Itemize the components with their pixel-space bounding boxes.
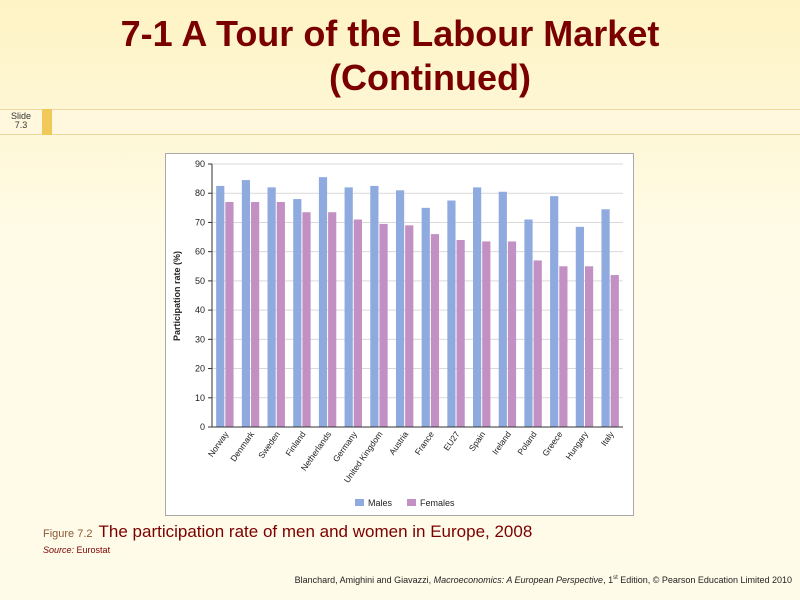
bar-females-hungary <box>584 266 594 427</box>
bar-females-eu27 <box>456 239 465 427</box>
bar-males-france <box>421 207 430 427</box>
slide-title: 7-1 A Tour of the Labour Market (Continu… <box>0 12 800 100</box>
slide-number-box <box>0 109 42 135</box>
x-tick-label: Spain <box>467 429 488 453</box>
y-axis-label: Participation rate (%) <box>172 251 182 341</box>
legend-swatch-females <box>407 499 416 506</box>
slide-title-line2: (Continued) <box>329 57 531 98</box>
bar-males-netherlands <box>318 177 328 427</box>
bar-males-spain <box>473 187 482 427</box>
y-axis-ticks: 0 10 20 30 40 50 60 70 80 90 <box>195 159 212 432</box>
y-tick-label: 30 <box>195 334 205 344</box>
figure-caption-text: The participation rate of men and women … <box>98 522 533 541</box>
x-tick-label: Denmark <box>228 429 256 464</box>
bar-males-denmark <box>241 180 251 427</box>
slide-number-label: Slide 7.3 <box>10 112 32 130</box>
bar-males-ireland <box>498 191 507 427</box>
bar-females-united-kingdom <box>379 223 388 427</box>
bar-males-italy <box>601 209 610 427</box>
bar-females-norway <box>225 201 234 427</box>
y-tick-label: 80 <box>195 188 205 198</box>
x-tick-label: Norway <box>206 429 231 459</box>
source-value: Eurostat <box>76 545 111 555</box>
slide-title-line1: 7-1 A Tour of the Labour Market <box>120 13 660 54</box>
y-tick-label: 60 <box>195 247 205 257</box>
bar-females-denmark <box>251 201 260 427</box>
y-tick-label: 40 <box>195 305 205 315</box>
bar-females-greece <box>559 266 568 427</box>
x-tick-label: Ireland <box>490 429 513 456</box>
footer-book-title: Macroeconomics: A European Perspective <box>433 575 604 585</box>
x-tick-label: Sweden <box>256 429 282 460</box>
x-tick-label: EU27 <box>441 429 462 452</box>
x-tick-label: Austria <box>387 429 411 457</box>
x-tick-label: Greece <box>540 429 564 458</box>
legend-swatch-males <box>355 499 364 506</box>
bar-females-ireland <box>507 241 517 427</box>
bar-females-sweden <box>276 201 285 427</box>
y-tick-label: 10 <box>195 393 205 403</box>
x-tick-label: Poland <box>515 429 539 457</box>
source-note: Source: Eurostat <box>43 545 110 555</box>
y-tick-label: 70 <box>195 217 205 227</box>
bar-males-austria <box>395 190 405 427</box>
legend-label-males: Males <box>368 498 393 508</box>
y-tick-label: 0 <box>200 422 205 432</box>
bar-males-eu27 <box>447 200 456 427</box>
bar-males-united-kingdom <box>370 185 379 427</box>
bar-females-italy <box>610 275 619 427</box>
bar-males-poland <box>524 219 533 427</box>
divider-accent <box>42 109 52 135</box>
footer-citation: Blanchard, Amighini and Giavazzi, Macroe… <box>295 575 792 585</box>
footer-publisher: Edition, © Pearson Education Limited 201… <box>617 575 792 585</box>
x-tick-label: France <box>413 429 437 457</box>
header-divider-bar <box>52 109 800 135</box>
bar-males-greece <box>550 196 559 427</box>
chart-bars <box>216 177 619 427</box>
legend-label-females: Females <box>420 498 455 508</box>
bar-females-germany <box>353 219 362 427</box>
source-label: Source: <box>43 545 75 555</box>
slide-number: 7.3 <box>14 120 28 130</box>
chart-frame: 0 10 20 30 40 50 60 70 80 90 Norway Denmark Sweden F… <box>165 153 634 516</box>
bar-females-france <box>430 234 440 427</box>
footer-edition: , 1 <box>603 575 614 585</box>
bar-males-sweden <box>267 187 276 427</box>
x-tick-label: Hungary <box>563 429 590 462</box>
y-tick-label: 50 <box>195 276 205 286</box>
bar-males-finland <box>293 199 302 427</box>
bar-females-spain <box>482 241 491 427</box>
chart-legend: Males Females <box>355 498 455 508</box>
figure-caption: Figure 7.2 The participation rate of men … <box>43 522 532 542</box>
y-tick-label: 90 <box>195 159 205 169</box>
chart-axes <box>211 164 623 428</box>
x-tick-label: Finland <box>283 429 307 458</box>
x-tick-label: Italy <box>599 429 617 448</box>
figure-number: Figure 7.2 <box>43 528 93 540</box>
bar-males-norway <box>216 185 225 427</box>
bar-females-poland <box>533 260 542 427</box>
footer-authors: Blanchard, Amighini and Giavazzi, <box>294 575 434 585</box>
slide-label-text: Slide <box>10 111 31 121</box>
y-tick-label: 20 <box>195 364 205 374</box>
bar-females-netherlands <box>328 212 337 427</box>
bar-males-hungary <box>575 226 584 427</box>
bar-females-austria <box>405 225 414 427</box>
footer-edition-sup: st <box>613 575 618 581</box>
bar-females-finland <box>302 212 311 427</box>
bar-males-germany <box>344 187 353 427</box>
